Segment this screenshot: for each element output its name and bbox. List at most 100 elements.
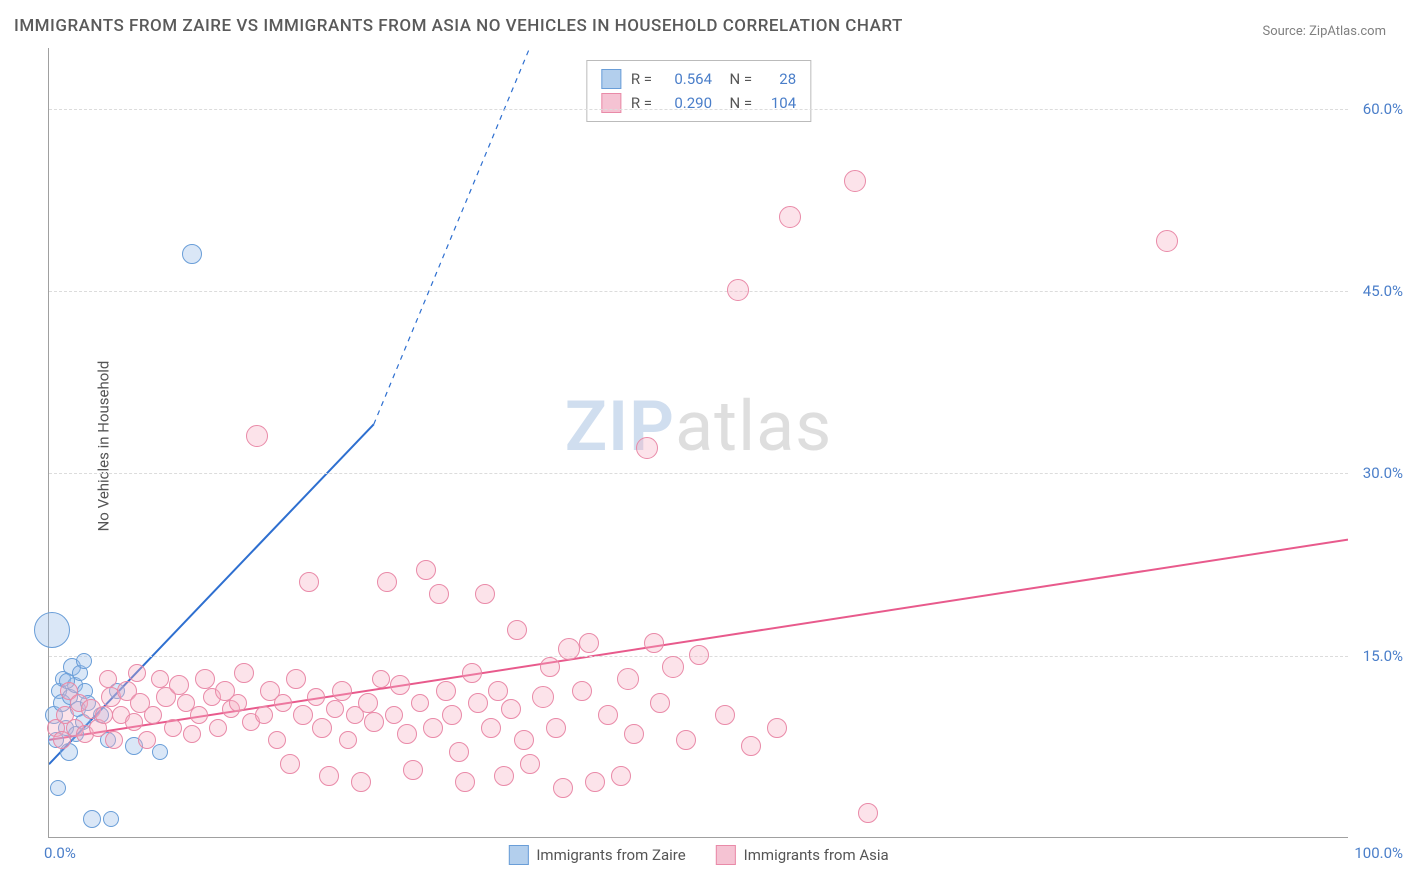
data-point [585,772,605,792]
data-point [372,670,390,688]
data-point [411,694,429,712]
trend-line [49,540,1348,740]
data-point [689,645,709,665]
x-tick-max: 100.0% [1354,844,1403,862]
data-point [636,437,658,459]
data-point [299,572,319,592]
data-point [449,742,469,762]
data-point [169,675,189,695]
data-point [844,170,866,192]
data-point [246,425,268,447]
data-point [332,681,352,701]
gridline [49,291,1348,292]
data-point [83,810,101,828]
data-point [125,713,143,731]
watermark-zip: ZIP [565,386,675,468]
watermark: ZIPatlas [565,386,833,468]
legend-swatch [601,69,621,89]
data-point [312,718,332,738]
data-point [50,780,66,796]
data-point [195,669,215,689]
data-point [611,766,631,786]
legend-swatch [601,93,621,113]
data-point [34,612,70,648]
data-point [364,712,384,732]
data-point [152,744,168,760]
data-point [520,754,540,774]
data-point [676,730,696,750]
gridline [49,109,1348,110]
data-point [138,731,156,749]
data-point [455,772,475,792]
data-point [436,681,456,701]
data-point [644,633,664,653]
data-point [598,705,618,725]
data-point [182,244,202,264]
data-point [558,638,580,660]
data-point [494,766,514,786]
data-point [105,731,123,749]
data-point [76,653,92,669]
data-point [715,705,735,725]
legend-stats-box: R =0.564 N =28R =0.290 N =104 [586,60,811,122]
data-point [617,668,639,690]
data-point [164,719,182,737]
data-point [579,633,599,653]
legend-swatch [716,845,736,865]
data-point [151,670,169,688]
bottom-legend: Immigrants from Zaire Immigrants from Asi… [508,845,888,865]
data-point [377,572,397,592]
data-point [462,663,482,683]
data-point [286,669,306,689]
data-point [99,670,117,688]
data-point [190,706,208,724]
data-point [385,706,403,724]
stat-r-label: R = [631,70,652,88]
data-point [95,706,113,724]
data-point [624,724,644,744]
y-tick-label: 60.0% [1363,100,1403,118]
legend-stats-row: R =0.290 N =104 [601,91,796,115]
data-point [481,718,501,738]
plot-area: ZIPatlas R =0.564 N =28R =0.290 N =104 0… [48,48,1348,838]
data-point [416,560,436,580]
legend-item: Immigrants from Zaire [508,845,685,865]
y-tick-label: 15.0% [1363,647,1403,665]
data-point [429,584,449,604]
data-point [209,719,227,737]
data-point [229,694,247,712]
legend-label: Immigrants from Zaire [536,846,685,864]
data-point [767,718,787,738]
legend-swatch [508,845,528,865]
trend-line-dashed [374,48,530,424]
data-point [326,700,344,718]
data-point [351,772,371,792]
watermark-atlas: atlas [675,386,832,468]
data-point [293,705,313,725]
data-point [358,693,378,713]
data-point [507,620,527,640]
data-point [255,706,273,724]
data-point [280,754,300,774]
data-point [501,699,521,719]
stat-r-value: 0.564 [662,70,712,88]
data-point [468,693,488,713]
data-point [183,725,201,743]
chart-title: IMMIGRANTS FROM ZAIRE VS IMMIGRANTS FROM… [14,16,903,36]
data-point [442,705,462,725]
data-point [475,584,495,604]
data-point [274,694,292,712]
y-tick-label: 30.0% [1363,464,1403,482]
data-point [103,811,119,827]
data-point [546,718,566,738]
data-point [514,730,534,750]
gridline [49,473,1348,474]
data-point [319,766,339,786]
data-point [234,663,254,683]
data-point [779,206,801,228]
data-point [540,657,560,677]
data-point [128,664,146,682]
data-point [144,706,162,724]
source-label: Source: ZipAtlas.com [1262,24,1386,39]
legend-label: Immigrants from Asia [744,846,889,864]
